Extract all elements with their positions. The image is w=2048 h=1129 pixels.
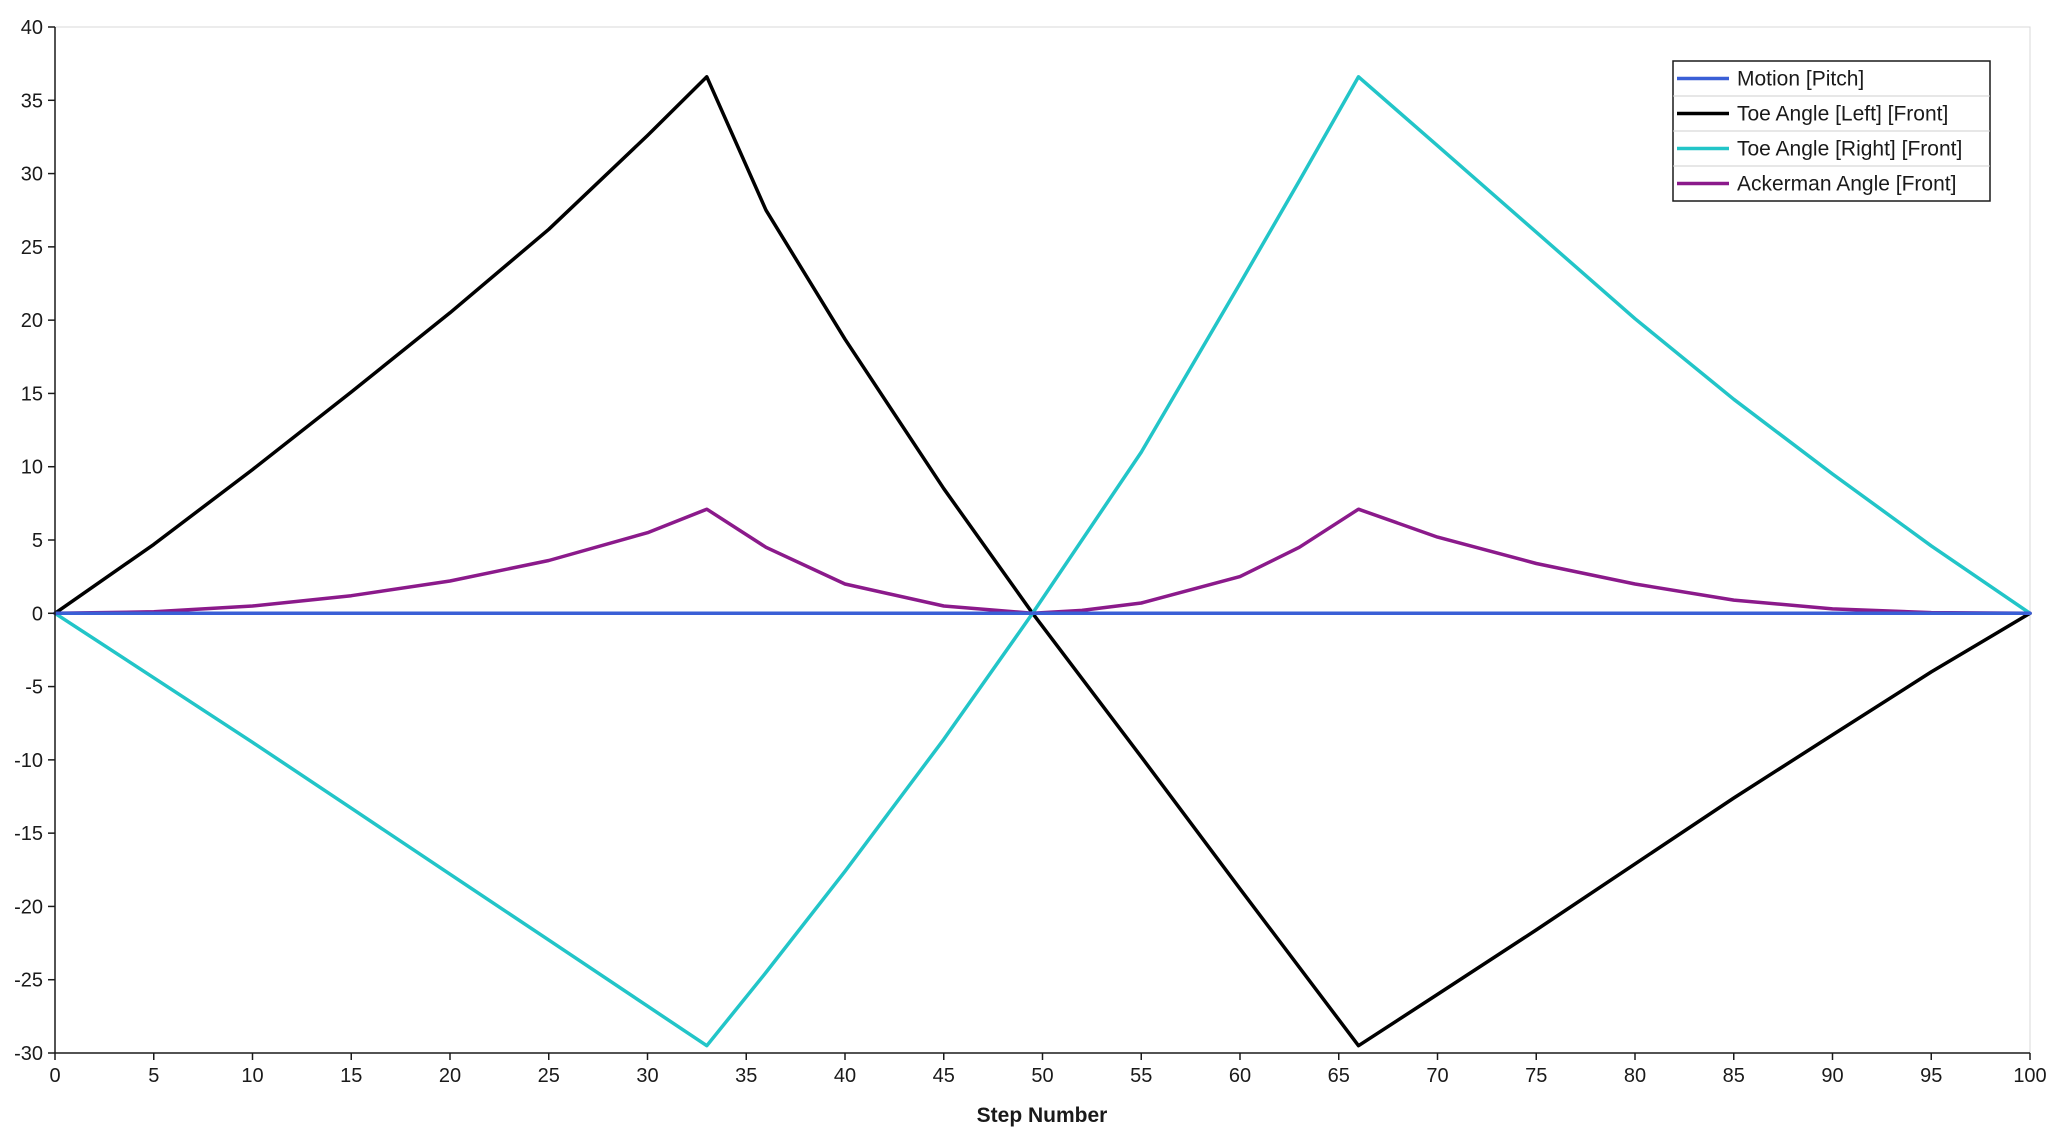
- x-tick-label: 95: [1920, 1065, 1942, 1087]
- y-tick-label: -15: [14, 823, 43, 845]
- legend-entry: Toe Angle [Right] [Front]: [1737, 138, 1962, 161]
- x-tick-label: 40: [834, 1065, 856, 1087]
- x-tick-label: 50: [1031, 1065, 1053, 1087]
- y-tick-label: 40: [21, 17, 43, 39]
- y-tick-label: -20: [14, 896, 43, 918]
- y-tick-label: 10: [21, 457, 43, 479]
- y-tick-label: -10: [14, 750, 43, 772]
- y-tick-label: 15: [21, 383, 43, 405]
- x-tick-label: 0: [49, 1065, 60, 1087]
- y-tick-label: 35: [21, 90, 43, 112]
- legend-entry: Toe Angle [Left] [Front]: [1737, 103, 1948, 126]
- x-tick-label: 75: [1525, 1065, 1547, 1087]
- y-tick-label: 30: [21, 164, 43, 186]
- y-tick-label: 20: [21, 310, 43, 332]
- x-tick-label: 45: [933, 1065, 955, 1087]
- legend: Motion [Pitch] Toe Angle [Left] [Front] To…: [1672, 60, 1991, 202]
- x-tick-label: 65: [1328, 1065, 1350, 1087]
- x-tick-label: 10: [241, 1065, 263, 1087]
- legend-entry: Ackerman Angle [Front]: [1737, 173, 1956, 196]
- y-ticks: -30 -25 -20 -15 -10 -5 0 5 10 15 20 25 30 35 40: [14, 17, 55, 1065]
- y-tick-label: 25: [21, 237, 43, 259]
- series-layer: [53, 75, 2032, 1048]
- y-tick-label: -30: [14, 1043, 43, 1065]
- x-tick-label: 25: [538, 1065, 560, 1087]
- x-tick-label: 90: [1821, 1065, 1843, 1087]
- x-tick-label: 70: [1426, 1065, 1448, 1087]
- x-tick-label: 20: [439, 1065, 461, 1087]
- series-line-2: [53, 75, 2032, 1048]
- x-ticks: 0 5 10 15 20 25 30 35 40 45 50 55 60 65 70 75 80 85 90 95 10…: [49, 1053, 2047, 1087]
- x-tick-label: 60: [1229, 1065, 1251, 1087]
- x-tick-label: 35: [735, 1065, 757, 1087]
- y-tick-label: -5: [25, 677, 43, 699]
- x-tick-label: 55: [1130, 1065, 1152, 1087]
- x-tick-label: 85: [1723, 1065, 1745, 1087]
- y-tick-label: 5: [32, 530, 43, 552]
- x-tick-label: 30: [636, 1065, 658, 1087]
- y-tick-label: -25: [14, 970, 43, 992]
- x-tick-label: 100: [2013, 1065, 2046, 1087]
- x-tick-label: 5: [148, 1065, 159, 1087]
- x-axis-label: Step Number: [977, 1104, 1108, 1127]
- legend-entry: Motion [Pitch]: [1737, 68, 1864, 91]
- x-tick-label: 15: [340, 1065, 362, 1087]
- series-line-1: [53, 75, 2032, 1048]
- x-tick-label: 80: [1624, 1065, 1646, 1087]
- y-tick-label: 0: [32, 603, 43, 625]
